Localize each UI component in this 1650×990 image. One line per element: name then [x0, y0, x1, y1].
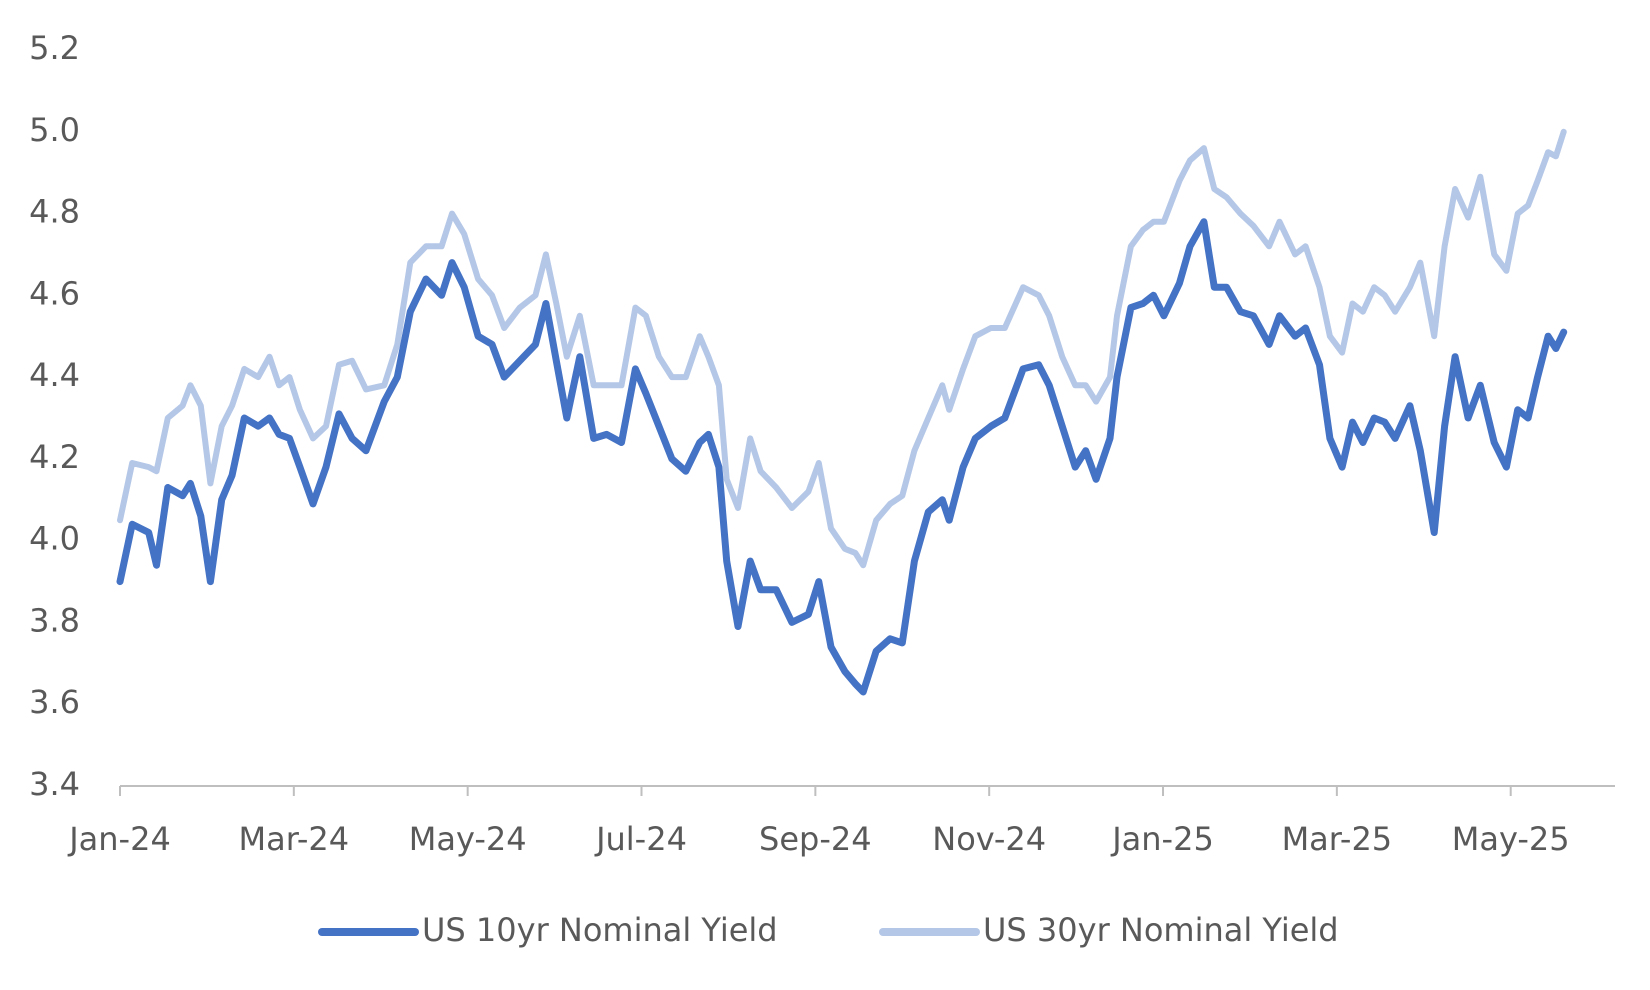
y-tick-label: 4.4 [29, 356, 80, 394]
y-tick-label: 4.2 [29, 438, 80, 476]
y-tick-label: 3.8 [29, 601, 80, 639]
x-tick-label: Jan-24 [67, 820, 171, 858]
y-tick-label: 3.4 [29, 765, 80, 803]
x-tick-label: May-24 [409, 820, 527, 858]
legend-label: US 10yr Nominal Yield [422, 911, 778, 949]
x-tick-label: Mar-24 [239, 820, 350, 858]
y-tick-label: 3.6 [29, 683, 80, 721]
x-tick-label: May-25 [1452, 820, 1570, 858]
y-tick-label: 5.2 [29, 29, 80, 67]
x-tick-label: Jan-25 [1110, 820, 1214, 858]
x-tick-label: Nov-24 [932, 820, 1046, 858]
y-tick-label: 4.0 [29, 520, 80, 558]
y-tick-label: 4.8 [29, 193, 80, 231]
x-tick-label: Mar-25 [1282, 820, 1393, 858]
y-tick-label: 4.6 [29, 274, 80, 312]
x-tick-label: Sep-24 [759, 820, 872, 858]
x-tick-label: Jul-24 [594, 820, 687, 858]
series-line [116, 218, 1568, 696]
y-tick-label: 5.0 [29, 111, 80, 149]
series-line [117, 128, 1567, 569]
legend-label: US 30yr Nominal Yield [983, 911, 1339, 949]
